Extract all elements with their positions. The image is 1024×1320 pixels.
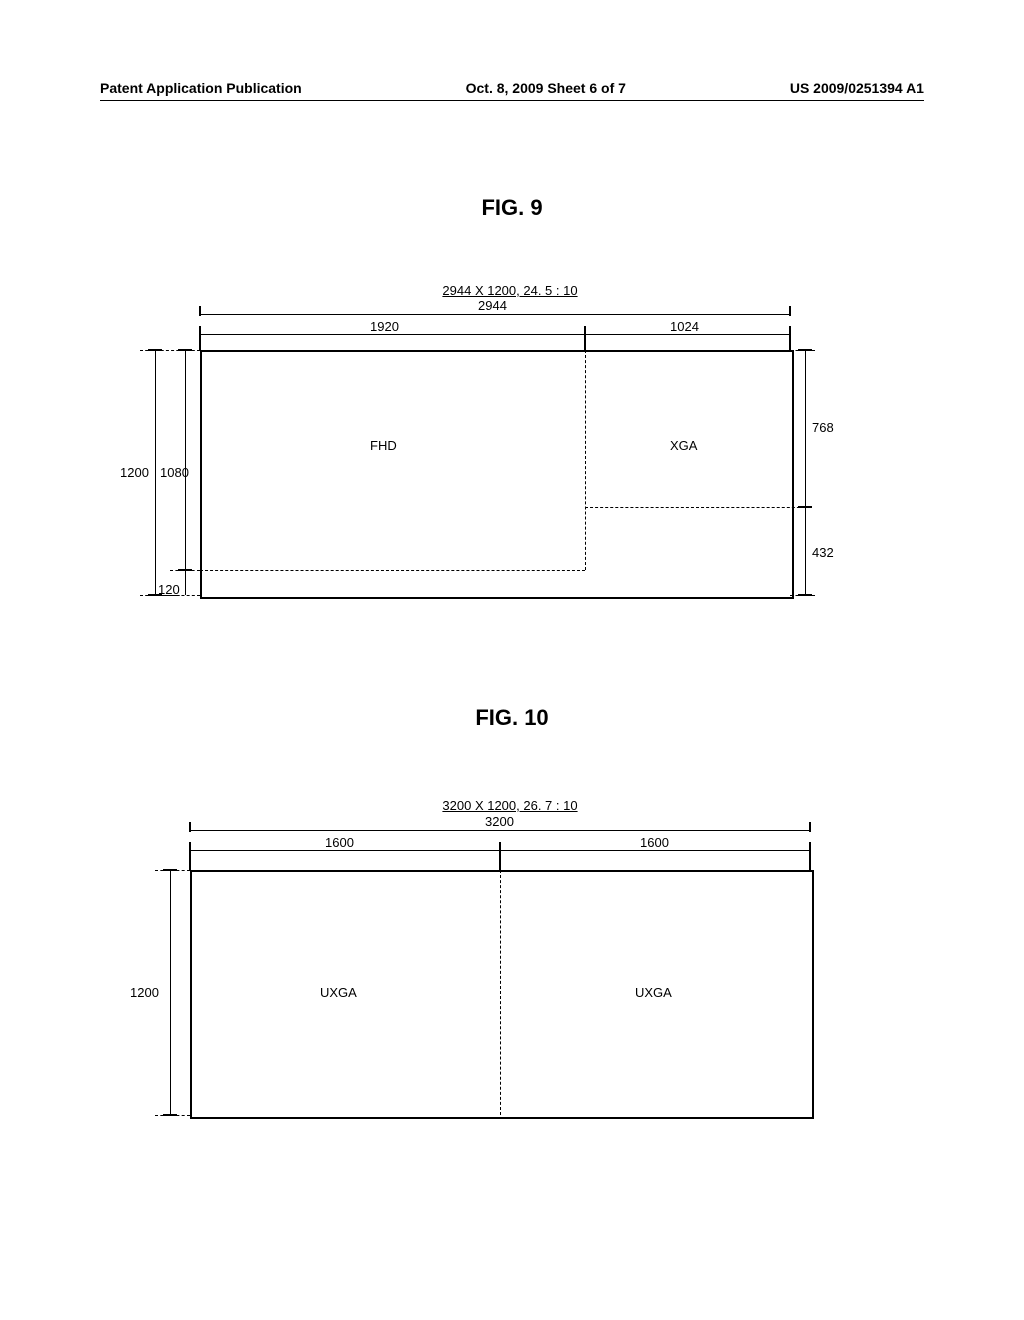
fig10-dim-row2-tick-r <box>809 842 811 870</box>
fig10-dim-row2-tick-m <box>499 842 501 870</box>
fig9-ext-left-bottom <box>140 595 200 596</box>
fig9-dim-1024-line <box>585 334 790 335</box>
fig10-dim-1600r: 1600 <box>640 835 669 850</box>
fig9-dim-1024: 1024 <box>670 319 699 334</box>
fig9-fhd-bottom <box>200 570 585 571</box>
fig9-dim-1080-line <box>185 350 186 570</box>
fig10-dim-1600l-line <box>190 850 500 851</box>
fig9-dim-1920-line <box>200 334 585 335</box>
fig9-region-xga: XGA <box>670 438 697 453</box>
fig9-dim-total-line <box>200 314 790 315</box>
page-header: Patent Application Publication Oct. 8, 2… <box>100 80 924 96</box>
header-right: US 2009/0251394 A1 <box>790 80 924 96</box>
fig9-title: FIG. 9 <box>0 195 1024 221</box>
fig10-dim-row2-tick-l <box>189 842 191 870</box>
fig9-dim-total-tick-l <box>199 306 201 316</box>
fig9-dim-row2-tick-r <box>789 326 791 350</box>
fig9-ext-left-top <box>140 350 200 351</box>
fig9-dim-1200: 1200 <box>120 465 149 480</box>
fig9-dim-row2-tick-m <box>584 326 586 350</box>
fig9-dim-768: 768 <box>812 420 834 435</box>
fig9-dim-768-line <box>805 350 806 507</box>
fig9-region-fhd: FHD <box>370 438 397 453</box>
fig9-vsplit <box>585 350 586 570</box>
fig10-dim-total-line <box>190 830 810 831</box>
fig9-ext-left-1080 <box>170 570 200 571</box>
fig9-xga-bottom <box>585 507 810 508</box>
fig9-dim-432: 432 <box>812 545 834 560</box>
fig10-dim-1200-line <box>170 870 171 1115</box>
fig10-region-left: UXGA <box>320 985 357 1000</box>
fig10-dim-total-tick-r <box>809 822 811 832</box>
fig10-region-right: UXGA <box>635 985 672 1000</box>
fig10-vsplit <box>500 870 501 1115</box>
fig10-dim-total: 3200 <box>485 814 514 829</box>
fig10-ext-bottom <box>155 1115 190 1116</box>
fig9-dim-total-tick-r <box>789 306 791 316</box>
header-rule <box>100 100 924 101</box>
fig9-dim-1200-line <box>155 350 156 595</box>
fig9-dim-total: 2944 <box>478 298 507 313</box>
page: Patent Application Publication Oct. 8, 2… <box>0 0 1024 1320</box>
fig10-dim-1200: 1200 <box>130 985 159 1000</box>
header-center: Oct. 8, 2009 Sheet 6 of 7 <box>466 80 626 96</box>
fig10-dim-1600l: 1600 <box>325 835 354 850</box>
fig9-dim-120-line <box>185 570 186 595</box>
fig9-ext-bottom <box>790 595 815 596</box>
fig9-dim-1080: 1080 <box>160 465 189 480</box>
fig9-dim-row2-tick-l <box>199 326 201 350</box>
fig10-title: FIG. 10 <box>0 705 1024 731</box>
fig9-outer-box <box>200 350 794 599</box>
fig10-dim-total-tick-l <box>189 822 191 832</box>
header-left: Patent Application Publication <box>100 80 302 96</box>
fig9-dim-432-line <box>805 507 806 595</box>
fig10-ext-top <box>155 870 190 871</box>
fig10-outer-box <box>190 870 814 1119</box>
fig9-ext-top <box>790 350 815 351</box>
fig10-dim-1600r-line <box>500 850 810 851</box>
fig10-caption: 3200 X 1200, 26. 7 : 10 <box>400 798 620 813</box>
fig9-dim-1920: 1920 <box>370 319 399 334</box>
fig9-caption: 2944 X 1200, 24. 5 : 10 <box>400 283 620 298</box>
